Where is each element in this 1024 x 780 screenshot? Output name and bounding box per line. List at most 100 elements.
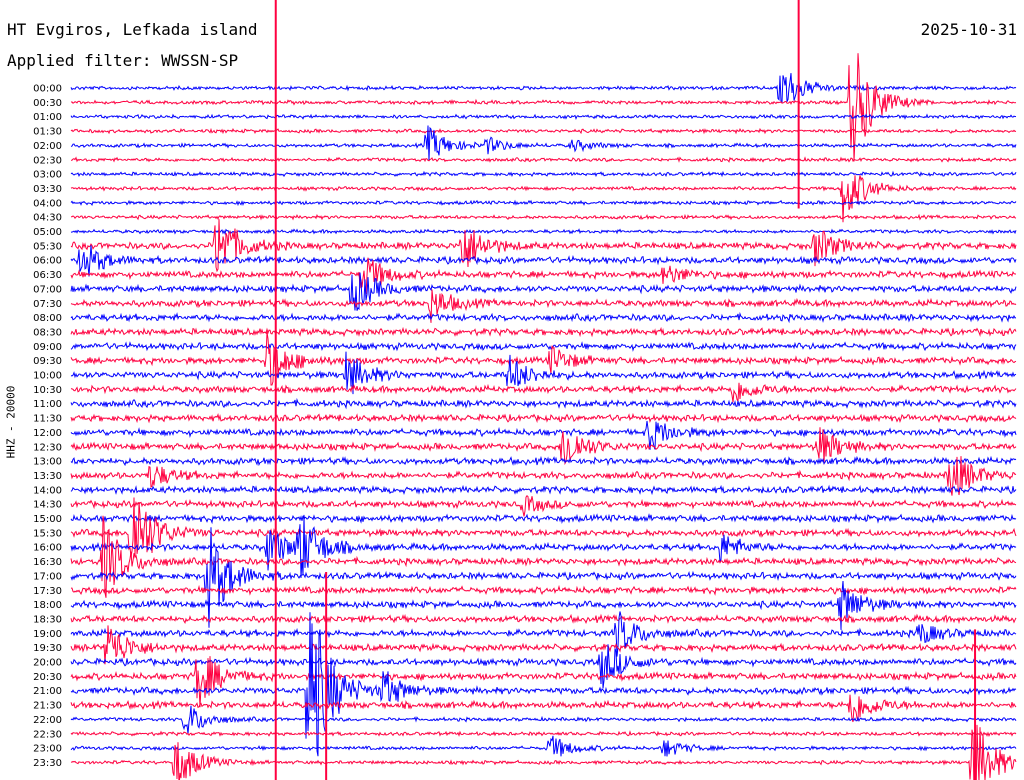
trace-line-1900 xyxy=(70,611,1017,657)
tick-label: 03:00 xyxy=(33,170,62,181)
trace-line-0530 xyxy=(70,219,1017,273)
tick-label: 08:30 xyxy=(33,327,62,338)
trace-line-2200 xyxy=(70,705,1017,734)
trace-line-1730 xyxy=(71,584,1017,596)
tick-label: 01:00 xyxy=(33,112,62,123)
tick-label: 10:30 xyxy=(33,385,62,396)
tick-label: 00:30 xyxy=(33,98,62,109)
spike-group xyxy=(274,0,977,780)
tick-label: 11:30 xyxy=(33,414,62,425)
trace-line-2030 xyxy=(70,656,1017,708)
tick-label: 23:30 xyxy=(33,758,62,769)
tick-label: 09:30 xyxy=(33,356,62,367)
tick-label: 20:00 xyxy=(33,658,62,669)
trace-line-1600 xyxy=(70,514,1017,579)
trace-line-2100 xyxy=(70,612,1017,757)
station-title: HT Evgiros, Lefkada island xyxy=(7,20,258,39)
tick-label: 17:30 xyxy=(33,586,62,597)
tick-label: 02:30 xyxy=(33,155,62,166)
tick-label: 16:30 xyxy=(33,557,62,568)
trace-line-0730 xyxy=(70,289,1017,323)
trace-line-2300 xyxy=(70,735,1017,757)
tick-label: 22:30 xyxy=(33,729,62,740)
trace-line-2130 xyxy=(70,694,1017,723)
trace-line-0000 xyxy=(70,73,1017,104)
tick-label: 22:00 xyxy=(33,715,62,726)
trace-line-1300 xyxy=(70,455,1017,467)
trace-line-0600 xyxy=(70,245,1017,277)
trace-line-1500 xyxy=(70,513,1017,525)
trace-line-0800 xyxy=(70,311,1017,324)
trace-line-0830 xyxy=(70,326,1017,338)
tick-label: 11:00 xyxy=(33,399,62,410)
trace-line-0300 xyxy=(70,170,1017,178)
tick-label: 14:30 xyxy=(33,500,62,511)
tick-label: 12:30 xyxy=(33,442,62,453)
tick-label: 18:30 xyxy=(33,614,62,625)
trace-line-0130 xyxy=(70,127,1017,135)
tick-label: 07:00 xyxy=(33,284,62,295)
tick-label: 03:30 xyxy=(33,184,62,195)
trace-line-1330 xyxy=(70,456,1017,496)
tick-label: 04:30 xyxy=(33,213,62,224)
tick-label: 01:30 xyxy=(33,127,62,138)
tick-label: 00:00 xyxy=(33,84,62,95)
tick-label: 12:00 xyxy=(33,428,62,439)
trace-line-2230 xyxy=(70,730,1017,738)
trace-line-0400 xyxy=(70,199,1017,207)
tick-label: 15:00 xyxy=(33,514,62,525)
trace-line-0330 xyxy=(70,175,1017,223)
tick-label: 14:00 xyxy=(33,485,62,496)
trace-line-0430 xyxy=(71,213,1017,221)
trace-line-1200 xyxy=(70,420,1017,450)
tick-label-group: 00:00 00:30 01:00 01:30 02:00 02:30 03:00 03:30… xyxy=(33,84,62,769)
trace-line-0700 xyxy=(70,272,1017,311)
tick-label: 20:30 xyxy=(33,672,62,683)
trace-line-2000 xyxy=(70,644,1017,689)
trace-line-0930 xyxy=(70,332,1017,386)
trace-line-1830 xyxy=(70,613,1017,625)
tick-label: 13:00 xyxy=(33,457,62,468)
trace-line-1430 xyxy=(70,494,1017,517)
tick-label: 16:00 xyxy=(33,543,62,554)
tick-label: 18:00 xyxy=(33,600,62,611)
tick-label: 17:00 xyxy=(33,571,62,582)
trace-line-1400 xyxy=(70,484,1017,496)
trace-line-0900 xyxy=(70,340,1017,352)
tick-label: 06:30 xyxy=(33,270,62,281)
trace-line-1030 xyxy=(70,382,1017,404)
tick-label: 13:30 xyxy=(33,471,62,482)
tick-label: 05:00 xyxy=(33,227,62,238)
date-label: 2025-10-31 xyxy=(920,20,1017,39)
tick-label: 08:00 xyxy=(33,313,62,324)
tick-label: 15:30 xyxy=(33,528,62,539)
tick-label: 21:00 xyxy=(33,686,62,697)
tick-label: 10:00 xyxy=(33,371,62,382)
tick-label: 19:30 xyxy=(33,643,62,654)
trace-line-0030 xyxy=(70,53,1017,162)
tick-label: 05:30 xyxy=(33,241,62,252)
tick-label: 23:00 xyxy=(33,744,62,755)
trace-line-1130 xyxy=(70,412,1017,424)
trace-line-1230 xyxy=(70,427,1017,466)
trace-group xyxy=(70,53,1017,780)
trace-line-0230 xyxy=(71,156,1017,163)
trace-line-2330 xyxy=(70,724,1017,780)
tick-label: 07:30 xyxy=(33,299,62,310)
trace-line-1530 xyxy=(70,497,1017,557)
trace-line-0630 xyxy=(70,257,1016,295)
trace-line-1800 xyxy=(70,580,1017,630)
trace-line-0100 xyxy=(70,113,1017,121)
tick-label: 02:00 xyxy=(33,141,62,152)
trace-line-1100 xyxy=(70,397,1017,410)
trace-line-1700 xyxy=(70,527,1017,628)
trace-line-1930 xyxy=(70,625,1017,665)
trace-line-1630 xyxy=(70,515,1017,598)
filter-label: Applied filter: WWSSN-SP xyxy=(7,51,239,70)
tick-label: 09:00 xyxy=(33,342,62,353)
trace-line-1000 xyxy=(70,351,1017,395)
tick-label: 19:00 xyxy=(33,629,62,640)
tick-label: 21:30 xyxy=(33,701,62,712)
